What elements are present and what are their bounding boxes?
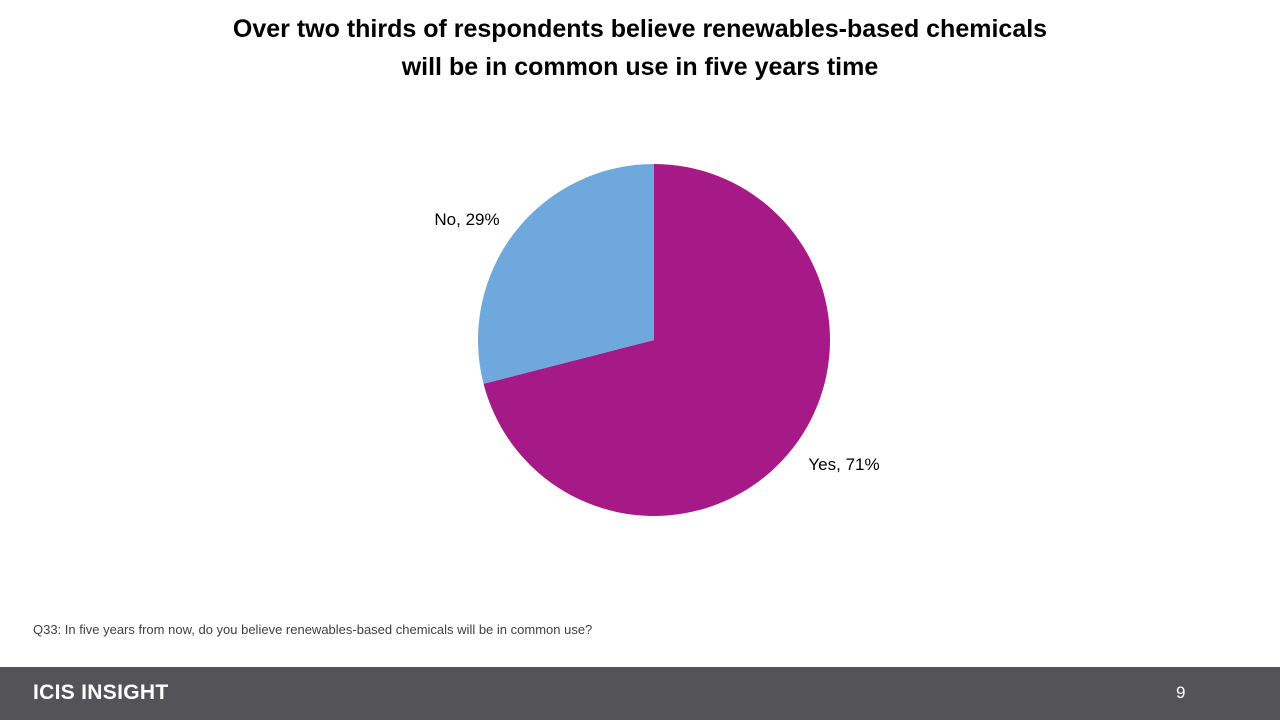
- survey-question: Q33: In five years from now, do you beli…: [33, 622, 593, 637]
- pie-slice-yes: [483, 164, 830, 516]
- data-label-no: No, 29%: [434, 210, 499, 229]
- footer-bar: ICIS INSIGHT 9: [0, 667, 1280, 720]
- data-label-yes: Yes, 71%: [808, 455, 879, 474]
- brand-logo-text: ICIS INSIGHT: [33, 681, 169, 704]
- slide-title-line-1: Over two thirds of respondents believe r…: [232, 15, 1048, 43]
- pie-chart: Yes, 71% No, 29%: [434, 164, 880, 516]
- slide-title: Over two thirds of respondents believe r…: [140, 10, 1140, 86]
- slide-title-line-2: will be in common use in five years time: [401, 53, 879, 81]
- page-number: 9: [1176, 683, 1186, 702]
- pie-slice-no: [478, 164, 654, 384]
